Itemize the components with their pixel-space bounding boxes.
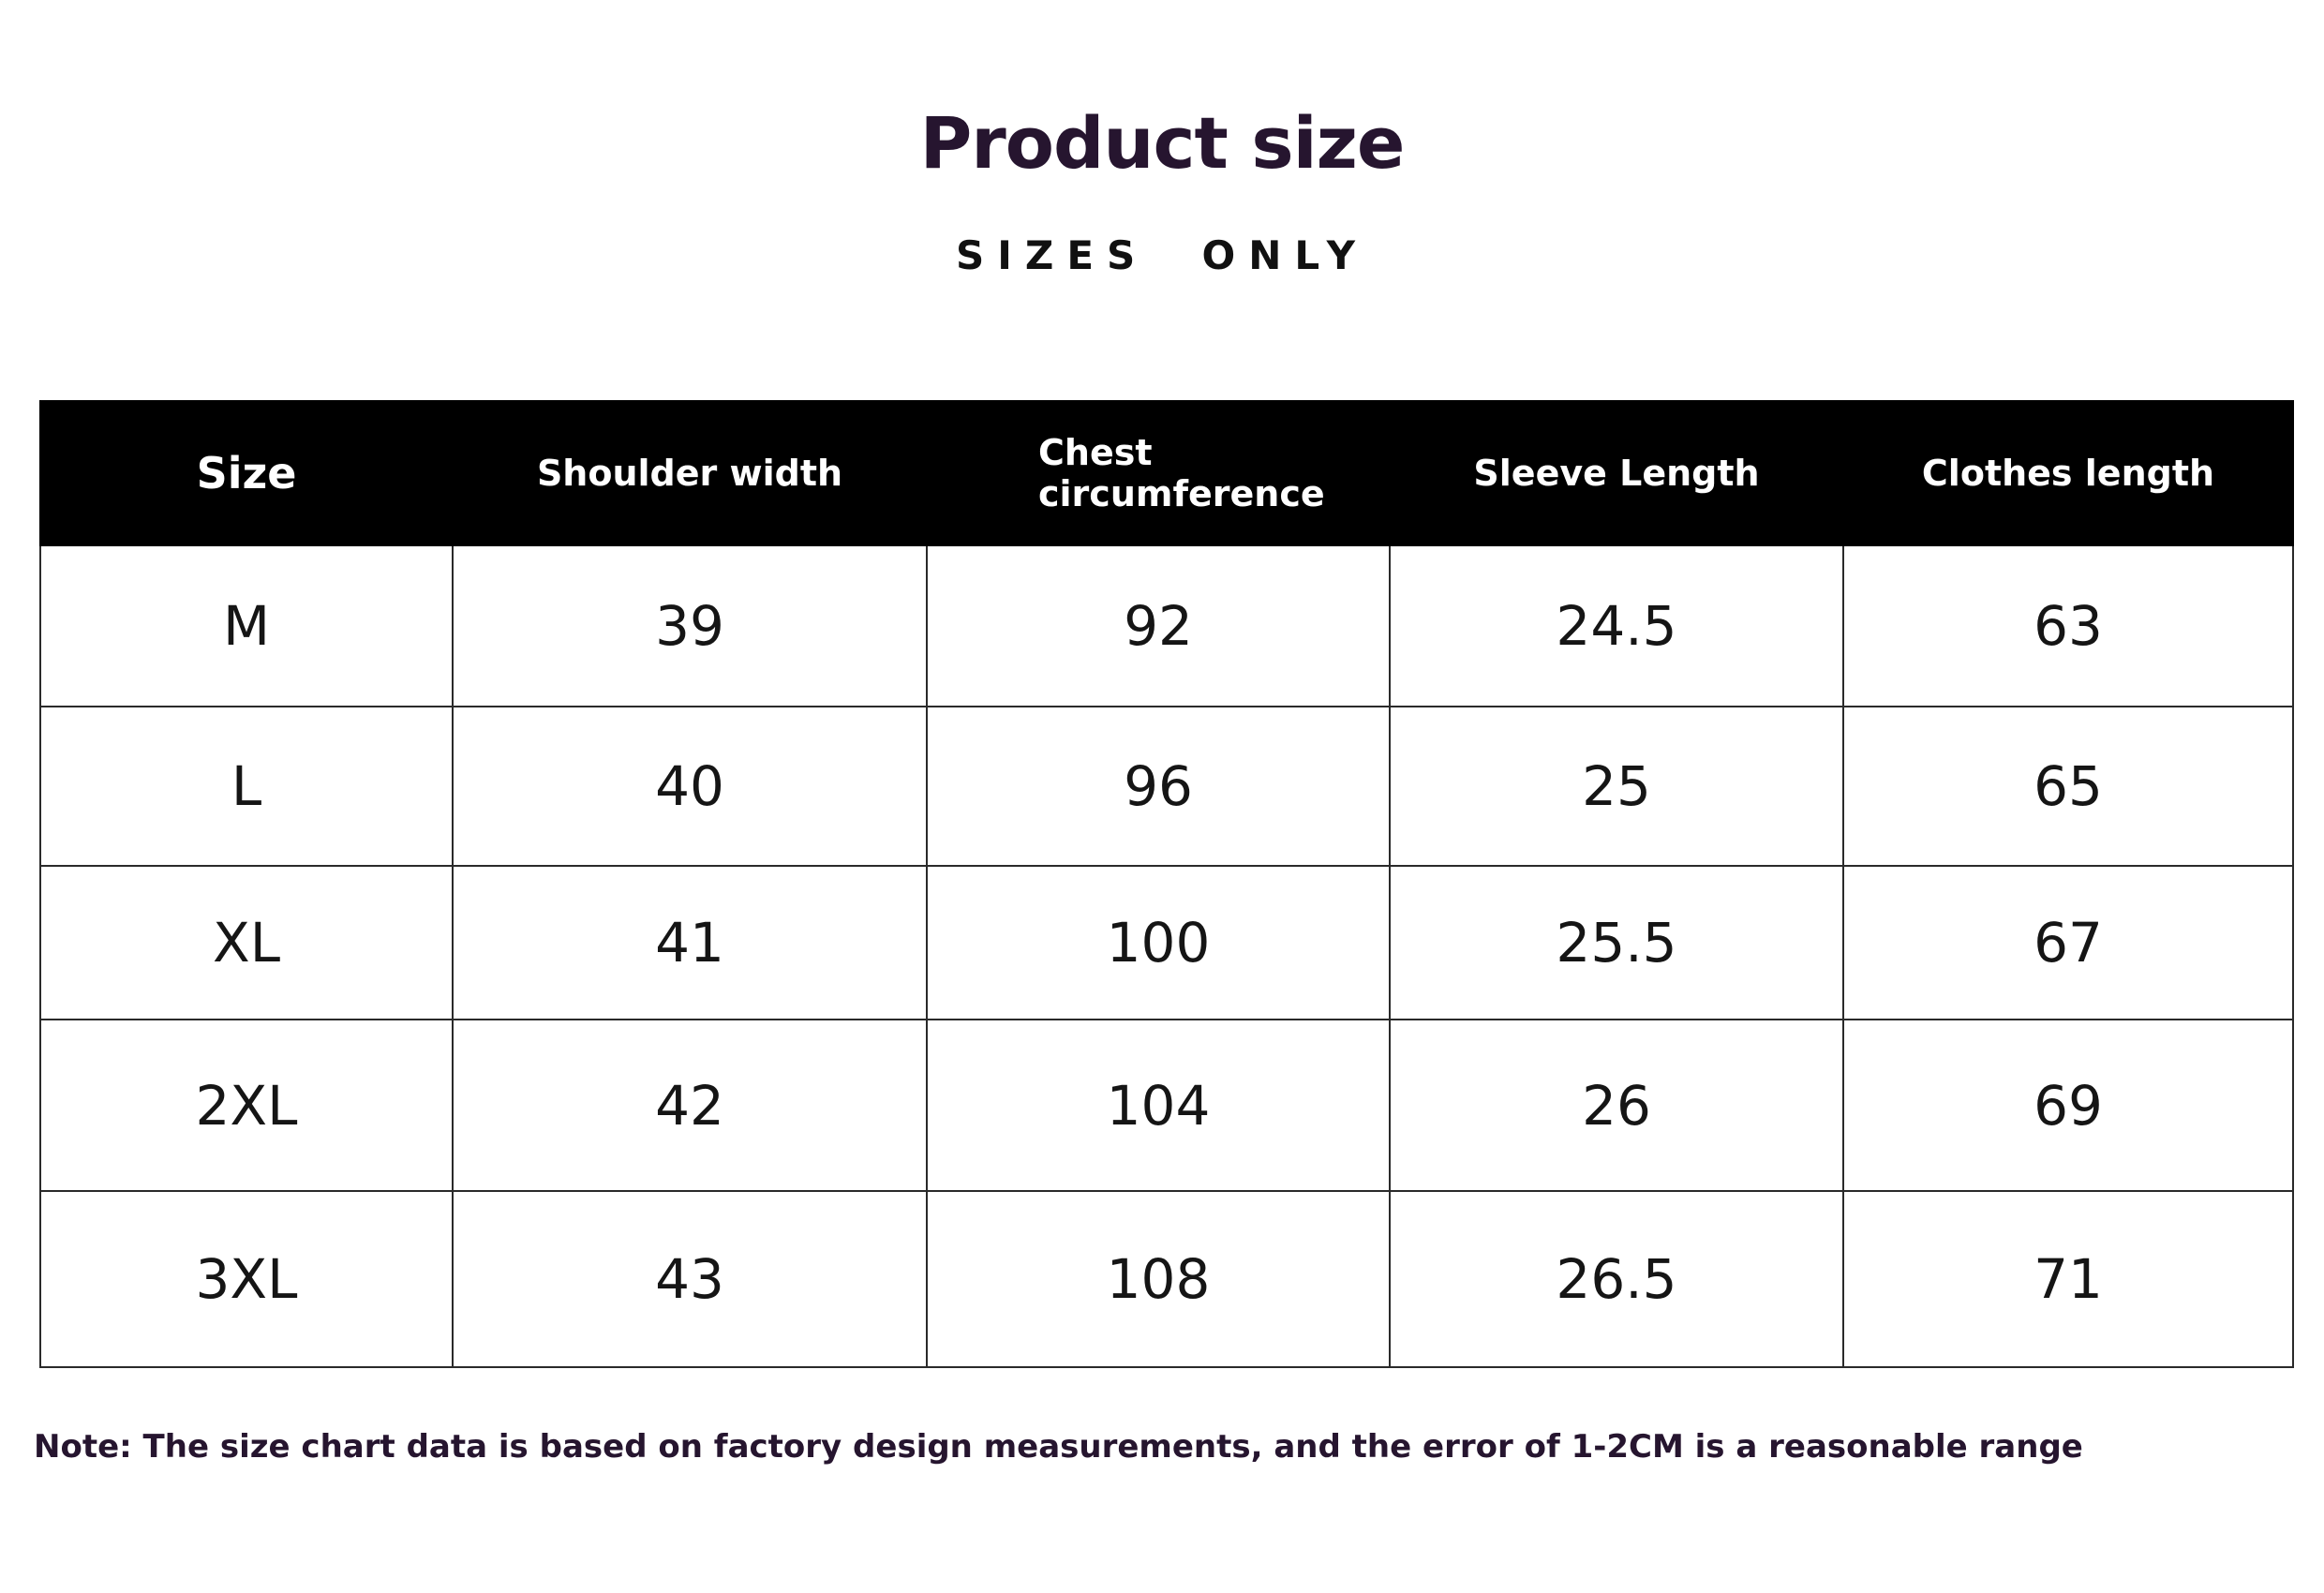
chest-circumference-cell: 100 <box>926 865 1391 1020</box>
chest-circumference-cell: 96 <box>926 706 1391 867</box>
column-header-sleeve-length: Sleeve Length <box>1389 400 1844 546</box>
size-chart-table: Size Shoulder width Chest circumference … <box>39 400 2294 1368</box>
clothes-length-cell: 71 <box>1842 1190 2294 1368</box>
column-header-chest-circumference: Chest circumference <box>926 400 1391 546</box>
sleeve-length-cell: 25.5 <box>1389 865 1844 1020</box>
clothes-length-cell: 65 <box>1842 706 2294 867</box>
clothes-length-cell: 67 <box>1842 865 2294 1020</box>
size-cell: M <box>39 544 454 707</box>
table-row: XL 41 100 25.5 67 <box>39 865 2294 1020</box>
sleeve-length-cell: 24.5 <box>1389 544 1844 707</box>
size-cell: 2XL <box>39 1019 454 1192</box>
shoulder-width-cell: 41 <box>452 865 928 1020</box>
table-row: 3XL 43 108 26.5 71 <box>39 1190 2294 1368</box>
shoulder-width-cell: 43 <box>452 1190 928 1368</box>
sleeve-length-cell: 26 <box>1389 1019 1844 1192</box>
table-header-row: Size Shoulder width Chest circumference … <box>39 400 2294 546</box>
chest-circumference-cell: 92 <box>926 544 1391 707</box>
size-cell: 3XL <box>39 1190 454 1368</box>
column-header-clothes-length: Clothes length <box>1842 400 2294 546</box>
clothes-length-cell: 63 <box>1842 544 2294 707</box>
column-header-shoulder-width: Shoulder width <box>452 400 928 546</box>
shoulder-width-cell: 39 <box>452 544 928 707</box>
sleeve-length-cell: 26.5 <box>1389 1190 1844 1368</box>
column-header-size: Size <box>39 400 454 546</box>
page-subtitle: SIZES ONLY <box>955 232 1368 278</box>
page-title: Product size <box>919 101 1406 185</box>
table-row: M 39 92 24.5 63 <box>39 544 2294 707</box>
shoulder-width-cell: 40 <box>452 706 928 867</box>
shoulder-width-cell: 42 <box>452 1019 928 1192</box>
sleeve-length-cell: 25 <box>1389 706 1844 867</box>
table-row: 2XL 42 104 26 69 <box>39 1019 2294 1192</box>
size-cell: XL <box>39 865 454 1020</box>
size-cell: L <box>39 706 454 867</box>
clothes-length-cell: 69 <box>1842 1019 2294 1192</box>
chest-circumference-cell: 108 <box>926 1190 1391 1368</box>
size-chart-note: Note: The size chart data is based on fa… <box>34 1428 2083 1466</box>
chest-circumference-cell: 104 <box>926 1019 1391 1192</box>
table-row: L 40 96 25 65 <box>39 706 2294 867</box>
